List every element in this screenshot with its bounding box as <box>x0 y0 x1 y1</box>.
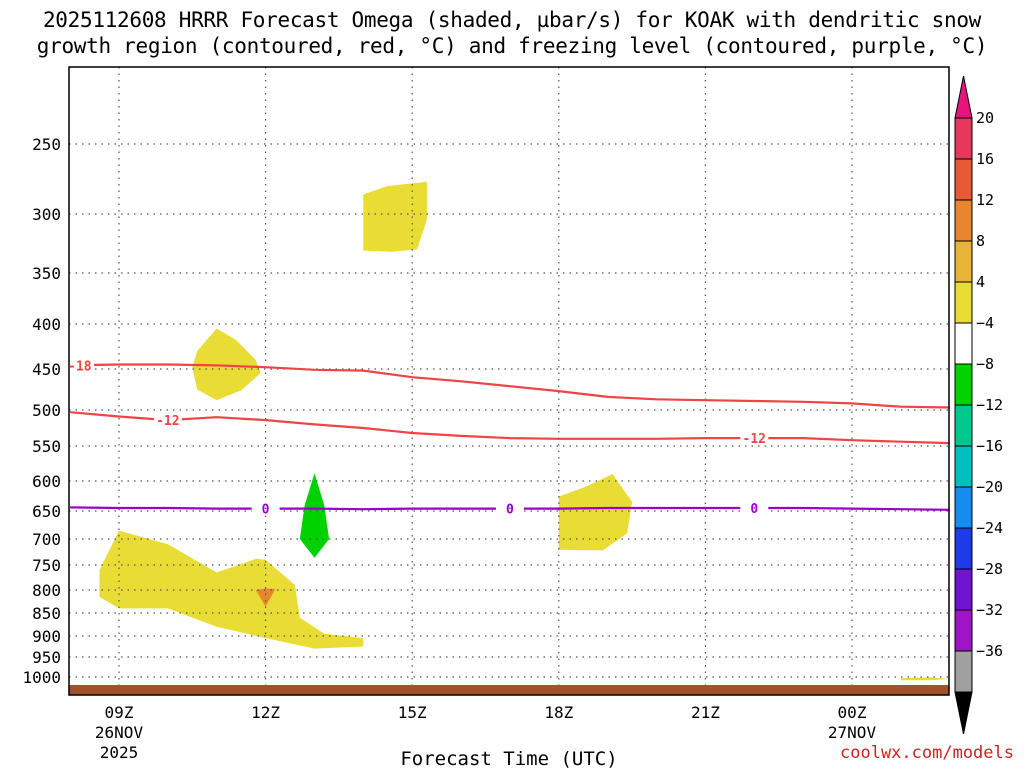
colorbar-label-1: 16 <box>976 150 994 168</box>
y-tick-900: 900 <box>32 627 61 646</box>
freezing-level-0-label: 0 <box>750 502 758 517</box>
omega-shaded-regions <box>99 181 950 681</box>
colorbar-label-3: 8 <box>976 232 985 250</box>
y-tick-800: 800 <box>32 581 61 600</box>
chart-title-line-2: growth region (contoured, red, °C) and f… <box>36 34 988 58</box>
y-tick-650: 650 <box>32 502 61 521</box>
freezing-level-0-label-bg <box>740 500 769 515</box>
colorbar-swatch-5 <box>954 322 973 365</box>
colorbar-swatch-4 <box>954 281 973 324</box>
freezing-level-0-label-bg <box>495 500 524 516</box>
dendritic-minus12-label: -12 <box>156 414 179 429</box>
colorbar-label-5: −4 <box>976 314 994 332</box>
x-tick-9-line-2: 2025 <box>100 743 139 762</box>
colorbar-swatch-2 <box>954 199 973 242</box>
colorbar-swatch-7 <box>954 404 973 447</box>
colorbar: 20 16 12 8 4 −4 −8 −12 −16 −20 −24 −28 −32 −36 <box>954 75 1003 735</box>
colorbar-swatch-6 <box>954 363 973 406</box>
y-tick-250: 250 <box>32 135 61 154</box>
colorbar-swatch-9 <box>954 486 973 529</box>
dendritic-minus12-label: -12 <box>743 432 766 447</box>
omega-pos-lower-left <box>99 530 364 649</box>
y-axis-ticks: 250 300 350 400 450 500 550 600 650 700 750 800 850 9… <box>22 135 61 687</box>
x-tick-24-line-1: 27NOV <box>828 723 877 742</box>
x-tick-21-line-0: 21Z <box>691 703 720 722</box>
colorbar-overflow-high <box>954 75 973 119</box>
colorbar-overflow-low <box>954 691 973 735</box>
x-tick-24-line-0: 00Z <box>838 703 867 722</box>
colorbar-swatch-12 <box>954 609 973 652</box>
dendritic-minus18-label-bg <box>65 357 94 373</box>
y-tick-700: 700 <box>32 530 61 549</box>
y-tick-500: 500 <box>32 401 61 420</box>
colorbar-label-8: −16 <box>976 437 1003 455</box>
colorbar-label-6: −8 <box>976 355 994 373</box>
colorbar-swatch-10 <box>954 527 973 570</box>
freezing-level-0-label: 0 <box>506 503 514 518</box>
y-tick-300: 300 <box>32 205 61 224</box>
colorbar-label-13: −36 <box>976 642 1003 660</box>
freezing-level-0-label: 0 <box>262 503 270 518</box>
grid-lines <box>69 67 949 695</box>
colorbar-swatch-1 <box>954 158 973 201</box>
x-tick-12-line-0: 12Z <box>251 703 280 722</box>
chart-title-line-1: 2025112608 HRRR Forecast Omega (shaded, … <box>42 8 982 32</box>
y-tick-750: 750 <box>32 556 61 575</box>
colorbar-swatch-13 <box>954 650 973 693</box>
y-tick-550: 550 <box>32 437 61 456</box>
y-tick-1000: 1000 <box>22 668 61 687</box>
colorbar-swatch-3 <box>954 240 973 283</box>
x-tick-15-line-0: 15Z <box>398 703 427 722</box>
y-tick-350: 350 <box>32 264 61 283</box>
y-tick-450: 450 <box>32 360 61 379</box>
omega-pos-surface <box>900 677 950 681</box>
y-tick-850: 850 <box>32 604 61 623</box>
y-tick-950: 950 <box>32 648 61 667</box>
colorbar-label-10: −24 <box>976 519 1003 537</box>
colorbar-swatch-8 <box>954 445 973 488</box>
colorbar-label-9: −20 <box>976 478 1003 496</box>
colorbar-label-12: −32 <box>976 601 1003 619</box>
x-axis-label: Forecast Time (UTC) <box>400 748 617 768</box>
dendritic-minus12-line <box>70 411 950 445</box>
dendritic-minus12-label-bg <box>740 430 769 446</box>
colorbar-label-4: 4 <box>976 273 985 291</box>
y-tick-600: 600 <box>32 472 61 491</box>
colorbar-swatch-0 <box>954 117 973 160</box>
colorbar-swatch-11 <box>954 568 973 611</box>
omega-neg-narrow <box>299 473 330 558</box>
colorbar-label-11: −28 <box>976 560 1003 578</box>
ground-strip <box>69 685 949 695</box>
plot-frame <box>68 66 950 696</box>
colorbar-label-2: 12 <box>976 191 994 209</box>
x-tick-9-line-1: 26NOV <box>95 723 144 742</box>
colorbar-label-0: 20 <box>976 109 994 127</box>
x-tick-18-line-0: 18Z <box>544 703 573 722</box>
colorbar-label-7: −12 <box>976 396 1003 414</box>
omega-pos-lower-core <box>255 588 276 607</box>
dendritic-minus12-label-bg <box>153 412 182 428</box>
omega-pos-right <box>558 474 633 551</box>
dendritic-minus18-label: -18 <box>68 359 92 374</box>
freezing-level-0-label-bg <box>251 500 280 516</box>
x-tick-9-line-0: 09Z <box>105 703 134 722</box>
contour-lines: -18 -12 -12 0 0 0 <box>65 357 950 518</box>
omega-pos-mid-left <box>192 328 261 401</box>
y-tick-400: 400 <box>32 315 61 334</box>
omega-pos-upper <box>363 181 427 252</box>
dendritic-minus18-line <box>70 363 950 409</box>
credit-text: coolwx.com/models <box>840 743 1014 763</box>
